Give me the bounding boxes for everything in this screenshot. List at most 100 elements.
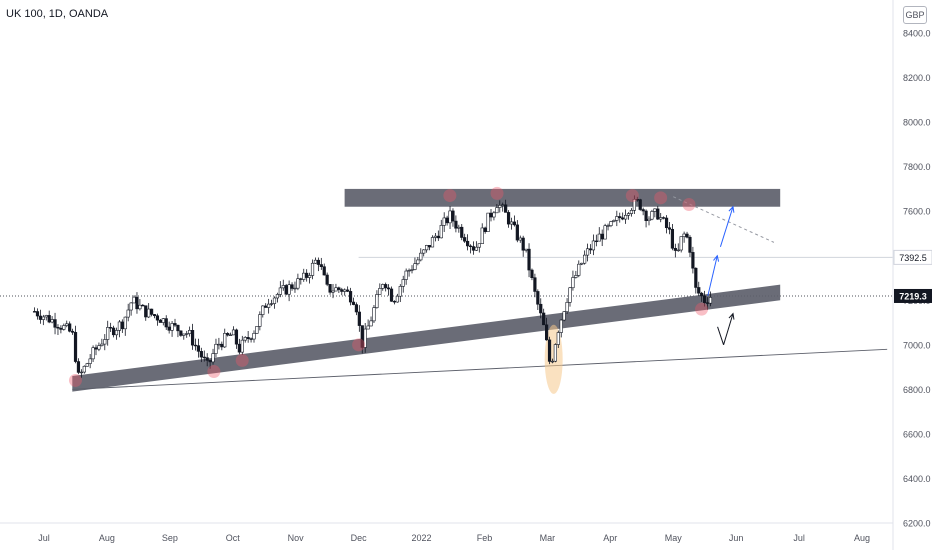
candle-body bbox=[261, 305, 265, 315]
candle-body bbox=[386, 287, 391, 290]
candle-body bbox=[629, 210, 634, 214]
candle-body bbox=[79, 371, 83, 374]
candle-body bbox=[281, 285, 285, 289]
candle-body bbox=[152, 314, 157, 317]
candle-body bbox=[542, 312, 546, 326]
touch-marker bbox=[625, 189, 639, 203]
candle-body bbox=[506, 212, 511, 225]
candle-body bbox=[638, 199, 642, 210]
candle-body bbox=[158, 319, 162, 323]
candle-body bbox=[653, 208, 657, 212]
candle-body bbox=[100, 343, 104, 346]
candle-body bbox=[583, 254, 587, 264]
projection-arrow bbox=[707, 255, 718, 296]
candle-body bbox=[272, 297, 277, 304]
candle-body bbox=[676, 249, 680, 252]
candle-body bbox=[348, 291, 353, 303]
resistance-zone bbox=[344, 188, 781, 207]
candle-body bbox=[176, 324, 180, 332]
candle-body bbox=[275, 294, 280, 299]
candle-body bbox=[422, 249, 426, 254]
candle-body bbox=[559, 319, 563, 333]
candle-body bbox=[106, 327, 110, 340]
candle-body bbox=[410, 269, 414, 271]
candle-body bbox=[495, 207, 499, 214]
candle-body bbox=[346, 289, 350, 292]
candle-body bbox=[252, 332, 256, 340]
descending-dashed-trendline bbox=[673, 196, 775, 243]
candle-body bbox=[489, 212, 493, 218]
candle-body bbox=[179, 330, 183, 336]
candle-body bbox=[556, 332, 560, 345]
candle-body bbox=[565, 302, 569, 312]
projection-dip-stroke bbox=[717, 326, 725, 345]
candle-body bbox=[694, 267, 698, 288]
time-tick-label: Nov bbox=[288, 533, 305, 543]
candle-body bbox=[635, 199, 639, 201]
candle-body bbox=[50, 319, 54, 323]
price-tick-label: 7000.0 bbox=[903, 340, 931, 350]
candle-body bbox=[68, 323, 72, 332]
price-tick-label: 8400.0 bbox=[903, 29, 931, 39]
candle-body bbox=[372, 307, 376, 322]
candle-body bbox=[442, 217, 446, 226]
candle-body bbox=[504, 204, 508, 213]
candle-body bbox=[85, 363, 89, 367]
candle-body bbox=[284, 285, 288, 295]
candle-body bbox=[41, 316, 45, 320]
symbol-title[interactable]: UK 100, 1D, OANDA bbox=[6, 8, 109, 20]
candle-body bbox=[641, 209, 645, 212]
candle-body bbox=[539, 303, 543, 314]
candle-body bbox=[474, 246, 478, 251]
candle-body bbox=[120, 321, 124, 330]
candle-body bbox=[512, 221, 517, 226]
candle-body bbox=[600, 233, 604, 240]
candle-body bbox=[603, 225, 607, 240]
candle-body bbox=[536, 291, 540, 305]
time-tick-label: Aug bbox=[99, 533, 115, 543]
marked-level-badge bbox=[893, 249, 932, 265]
candle-body bbox=[521, 237, 525, 251]
candle-body bbox=[404, 270, 408, 280]
time-tick-label: Dec bbox=[351, 533, 368, 543]
candle-body bbox=[264, 305, 268, 308]
candle-body bbox=[269, 303, 274, 305]
time-tick-label: Jul bbox=[793, 533, 805, 543]
candle-body bbox=[451, 210, 455, 222]
candle-body bbox=[343, 289, 347, 292]
candle-body bbox=[697, 287, 701, 294]
candle-body bbox=[293, 287, 297, 290]
candle-body bbox=[685, 233, 689, 238]
candle-body bbox=[322, 266, 326, 276]
candle-body bbox=[167, 326, 171, 331]
candle-body bbox=[220, 343, 224, 348]
projection-arrow-head bbox=[713, 254, 720, 262]
candle-body bbox=[606, 225, 610, 227]
candle-body bbox=[398, 286, 402, 297]
time-tick-label: Sep bbox=[162, 533, 178, 543]
candle-body bbox=[395, 295, 399, 303]
candle-body bbox=[524, 248, 528, 251]
candle-body bbox=[457, 226, 461, 229]
currency-badge[interactable]: GBP bbox=[903, 6, 927, 24]
candle-body bbox=[662, 217, 666, 219]
projection-arrow-head bbox=[728, 312, 735, 320]
candle-body bbox=[518, 237, 522, 241]
candles-layer bbox=[32, 195, 713, 378]
candle-body bbox=[501, 204, 505, 206]
candle-body bbox=[149, 308, 154, 315]
time-tick-label: Jun bbox=[729, 533, 744, 543]
candle-body bbox=[129, 302, 133, 311]
candle-body bbox=[401, 279, 405, 287]
price-tick-label: 7800.0 bbox=[903, 162, 931, 172]
candle-body bbox=[597, 233, 601, 242]
candle-body bbox=[243, 337, 247, 341]
candle-body bbox=[132, 296, 136, 304]
candle-body bbox=[331, 290, 335, 293]
candle-body bbox=[305, 272, 309, 278]
candle-body bbox=[571, 277, 575, 289]
candle-body bbox=[392, 300, 397, 303]
candle-body bbox=[623, 214, 628, 220]
